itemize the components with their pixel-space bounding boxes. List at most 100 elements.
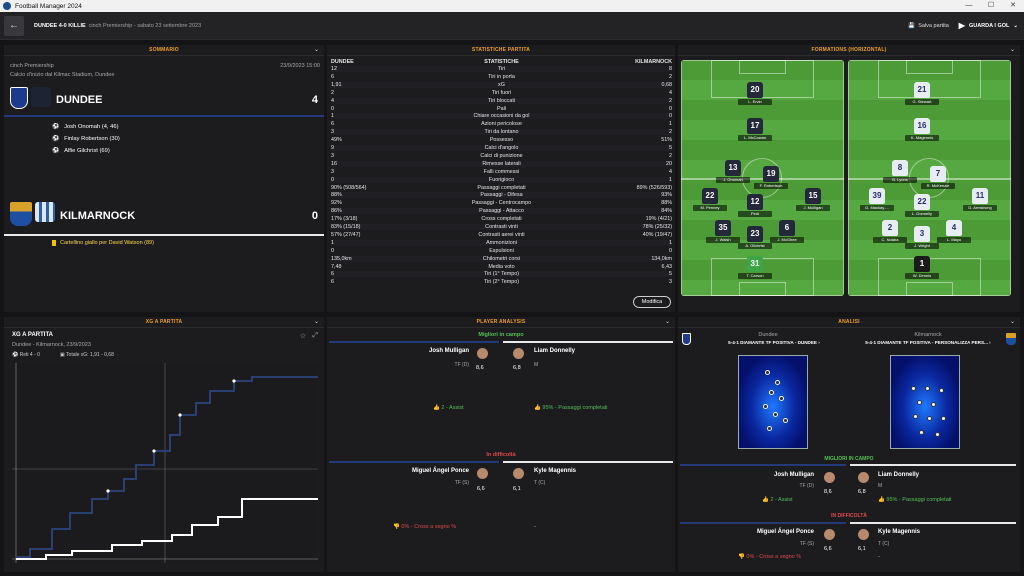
xg-panel: XG A PARTITA ⌄ XG A PARTITA ☆ ⤢ Dundee - … bbox=[4, 317, 324, 572]
xg-subtitle: Dundee - Kilmarnock, 23/9/2023 bbox=[12, 342, 91, 348]
back-button[interactable]: ← bbox=[4, 15, 24, 36]
stat-row: 3 Tiri da lontano 2 bbox=[331, 129, 672, 136]
player-shirt[interactable]: 35 J. Walsh bbox=[706, 220, 740, 246]
modify-button[interactable]: Modifica bbox=[633, 296, 671, 308]
chevron-down-icon[interactable]: ⌄ bbox=[313, 319, 319, 325]
minimize-icon[interactable]: — bbox=[965, 2, 973, 9]
heatmap-player-dot bbox=[917, 400, 922, 405]
player-analysis-panel: PLAYER ANALYSIS ⌄ Migliori in campo Josh … bbox=[327, 317, 675, 572]
stat-row: 6 Azioni pericolose 1 bbox=[331, 121, 672, 128]
formations-panel: FORMATIONS (HORIZONTAL) ⌄ 20 L. Ervin 17 L. … bbox=[678, 45, 1020, 312]
xg-chart bbox=[12, 363, 318, 563]
stat-row: 4 Tiri bloccati 2 bbox=[331, 97, 672, 104]
best-divider-away bbox=[503, 341, 673, 343]
player-shirt[interactable]: 39 G. Mackay-... bbox=[860, 188, 894, 214]
analisi-best-home-name[interactable]: Josh Mulligan bbox=[773, 472, 814, 478]
dundee-crest-icon bbox=[682, 333, 691, 345]
stat-row: 88% Passaggi - Difesa 93% bbox=[331, 192, 672, 199]
player-avatar bbox=[513, 348, 524, 359]
player-shirt[interactable]: 22 L. Donnelly bbox=[905, 194, 939, 220]
best-away-name[interactable]: Liam Donnelly bbox=[534, 348, 576, 354]
goal-marker bbox=[178, 413, 182, 417]
home-team-name: DUNDEE bbox=[56, 94, 103, 106]
player-shirt[interactable]: 23 A. Gilchrist bbox=[738, 226, 772, 252]
player-shirt[interactable]: 22 M. Penney bbox=[693, 188, 727, 214]
pitch-line bbox=[906, 282, 953, 296]
stat-row: 17% (3/18) Cross completati 19% (4/21) bbox=[331, 216, 672, 223]
analisi-best-home-stat: 👍 2 - Assist bbox=[762, 497, 793, 503]
heatmap-player-dot bbox=[941, 416, 946, 421]
player-shirt[interactable]: 2 C. Ndaba bbox=[873, 220, 907, 246]
analisi-best-away-name[interactable]: Liam Donnelly bbox=[878, 472, 920, 478]
heatmap-player-dot bbox=[911, 386, 916, 391]
kilmarnock-kit-icon bbox=[35, 202, 55, 222]
player-shirt[interactable]: 6 J. McGhee bbox=[770, 220, 804, 246]
close-icon[interactable]: ✕ bbox=[1010, 2, 1016, 9]
stat-row: 86% Passaggi - Attacco 84% bbox=[331, 208, 672, 215]
analisi-worst-label: IN DIFFICOLTÀ bbox=[831, 513, 867, 519]
summary-title: SOMMARIO bbox=[149, 47, 179, 53]
player-shirt[interactable]: 4 L. Mayo bbox=[937, 220, 971, 246]
stat-row: 1,91 xG 0,68 bbox=[331, 81, 672, 88]
stat-row: 0 Fuorigioco 1 bbox=[331, 176, 672, 183]
best-label: Migliori in campo bbox=[478, 332, 524, 338]
away-divider bbox=[4, 234, 324, 236]
star-icon[interactable]: ☆ bbox=[299, 333, 306, 340]
kilmarnock-xg-line bbox=[16, 498, 318, 560]
watch-goals-button[interactable]: ▶ GUARDA I GOL ⌄ bbox=[958, 21, 1018, 30]
player-shirt[interactable]: 31 T. Carson bbox=[738, 256, 772, 282]
away-formation-link[interactable]: 5-4-1 DIAMANTE TF POSITIVA - PERSONALIZZ… bbox=[865, 340, 991, 345]
player-shirt[interactable]: 16 K. Magennis bbox=[905, 118, 939, 144]
ball-icon: ⚽ bbox=[12, 352, 19, 358]
pitch-line bbox=[739, 282, 786, 296]
stat-row: 1 Ammonizioni 1 bbox=[331, 239, 672, 246]
stat-row: 9 Calci d'angolo 5 bbox=[331, 145, 672, 152]
chevron-down-icon[interactable]: ⌄ bbox=[1009, 319, 1015, 325]
xg-total-legend: ▣ Totale xG: 1,91 - 0,68 bbox=[60, 352, 114, 358]
expand-icon[interactable]: ⤢ bbox=[312, 332, 318, 339]
player-shirt[interactable]: 15 J. Mulligan bbox=[796, 188, 830, 214]
chevron-down-icon[interactable]: ⌄ bbox=[1009, 47, 1015, 53]
player-shirt[interactable]: 3 J. Wright bbox=[905, 226, 939, 252]
analisi-worst-home-name[interactable]: Miguel Ángel Ponce bbox=[756, 529, 814, 535]
worst-home-name[interactable]: Miguel Ángel Ponce bbox=[411, 468, 469, 474]
player-shirt[interactable]: 7 R. McKenzie bbox=[921, 166, 955, 192]
player-shirt[interactable]: 11 D. Armstrong bbox=[963, 188, 997, 214]
stat-row: 12 Tiri 8 bbox=[331, 66, 672, 73]
match-title: DUNDEE 4-0 KILLIE bbox=[34, 22, 86, 29]
heatmap-player-dot bbox=[927, 416, 932, 421]
stat-row: 16 Rimesse laterali 20 bbox=[331, 160, 672, 167]
player-shirt[interactable]: 12 Pedi bbox=[738, 194, 772, 220]
player-shirt[interactable]: 20 L. Ervin bbox=[738, 82, 772, 108]
worst-away-name[interactable]: Kyle Magennis bbox=[534, 468, 577, 474]
match-header: ← DUNDEE 4-0 KILLIE cinch Premiership - … bbox=[0, 12, 1024, 40]
heatmap-player-dot bbox=[939, 388, 944, 393]
kilmarnock-crest-icon bbox=[1006, 333, 1016, 345]
heatmap-player-dot bbox=[925, 386, 930, 391]
maximize-icon[interactable]: ☐ bbox=[987, 2, 995, 9]
window-titlebar: Football Manager 2024 — ☐ ✕ bbox=[0, 0, 1024, 12]
best-home-stat: 👍 2 - Assist bbox=[433, 405, 464, 411]
player-shirt[interactable]: 21 G. Stewart bbox=[905, 82, 939, 108]
player-shirt[interactable]: 17 L. McCowan bbox=[738, 118, 772, 144]
analisi-worst-away-name[interactable]: Kyle Magennis bbox=[878, 529, 921, 535]
best-home-name[interactable]: Josh Mulligan bbox=[428, 348, 469, 354]
stat-row: 3 Calci di punizione 2 bbox=[331, 152, 672, 159]
heatmap-player-dot bbox=[767, 426, 772, 431]
analisi-panel: ANALISI ⌄ Dundee Kilmarnock 5-4-1 DIAMANT… bbox=[678, 317, 1020, 572]
player-shirt[interactable]: 1 W. Dennis bbox=[905, 256, 939, 282]
pitch-line bbox=[848, 60, 1011, 296]
chevron-down-icon[interactable]: ⌄ bbox=[313, 47, 319, 53]
player-shirt[interactable]: 19 F. Robertson bbox=[754, 166, 788, 192]
player-shirt[interactable]: 13 J. Onomah bbox=[716, 160, 750, 186]
xg-title: XG A PARTITA bbox=[145, 319, 183, 325]
home-formation-link[interactable]: 5-4-1 DIAMANTE TF POSITIVA - DUNDEE › bbox=[728, 340, 820, 345]
player-shirt[interactable]: 8 B. Lyons bbox=[883, 160, 917, 186]
chevron-down-icon[interactable]: ⌄ bbox=[664, 319, 670, 325]
heatmap-player-dot bbox=[773, 412, 778, 417]
app-logo-icon bbox=[3, 2, 11, 10]
save-match-button[interactable]: 💾 Salva partita bbox=[908, 22, 949, 29]
analisi-worst-home-stat: 👎 0% - Cross a segno % bbox=[738, 554, 802, 560]
summary-panel: SOMMARIO ⌄ cinch Premiership 23/9/2023 15… bbox=[4, 45, 324, 312]
stat-row: 7,48 Media voto 6,43 bbox=[331, 263, 672, 270]
